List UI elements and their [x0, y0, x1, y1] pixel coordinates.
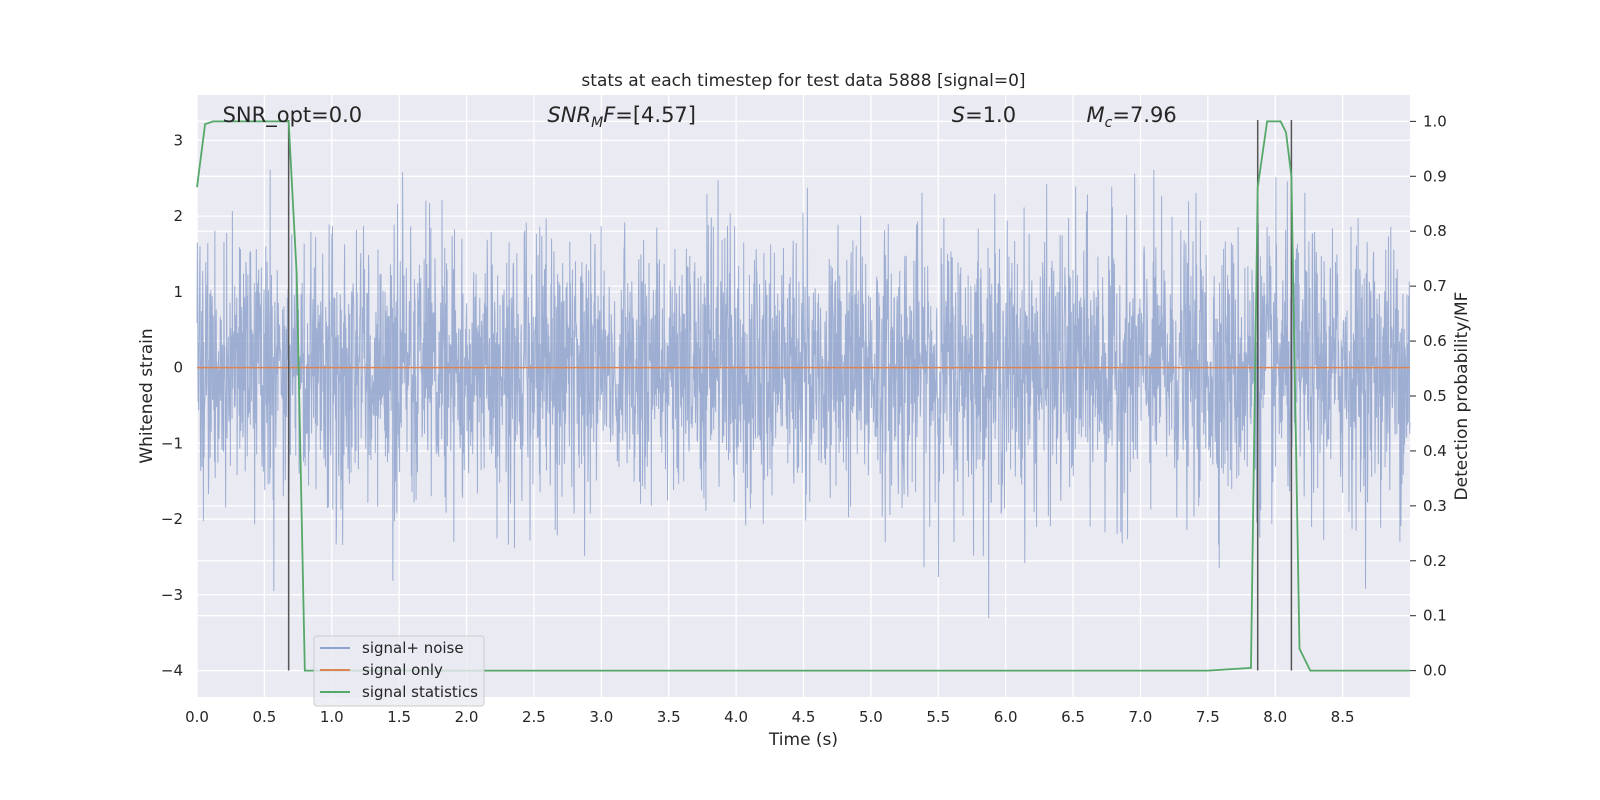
y-axis-right-ticks: 1.0 0.9 0.8 0.7 0.6 0.5 0.4 0.3 0.2 0.1 0.0	[1410, 112, 1447, 680]
x-tick-label: 7.0	[1129, 708, 1153, 726]
x-tick-label: 1.5	[387, 708, 411, 726]
y-right-tick-label: 0.0	[1423, 662, 1447, 680]
annotation-mc: Mc=7.96	[1087, 103, 1177, 131]
x-tick-label: 6.5	[1061, 708, 1085, 726]
legend-label: signal statistics	[362, 683, 478, 701]
y-axis-right-label: Detection probability/MF	[1452, 292, 1472, 501]
y-right-tick-label: 0.4	[1423, 442, 1447, 460]
chart-title: stats at each timestep for test data 588…	[581, 71, 1025, 91]
y-axis-ticks: 3 2 1 0 −1 −2 −3 −4	[161, 131, 183, 679]
x-tick-label: 0.5	[252, 708, 276, 726]
y-axis-label: Whitened strain	[137, 328, 157, 463]
annotations: SNR_opt=0.0 SNRMF=[4.57] S=1.0 Mc=7.96	[223, 103, 1177, 131]
x-axis-label: Time (s)	[768, 730, 838, 750]
y-right-tick-label: 0.9	[1423, 167, 1447, 185]
x-tick-label: 4.0	[724, 708, 748, 726]
x-tick-label: 6.0	[994, 708, 1018, 726]
y-right-tick-label: 0.7	[1423, 277, 1447, 295]
x-tick-label: 5.0	[859, 708, 883, 726]
annotation-s: S=1.0	[952, 103, 1016, 127]
x-tick-label: 0.0	[185, 708, 209, 726]
y-right-tick-label: 0.8	[1423, 222, 1447, 240]
x-tick-label: 2.5	[522, 708, 546, 726]
legend: signal+ noise signal only signal statistic…	[313, 635, 485, 707]
y-right-tick-label: 0.1	[1423, 607, 1447, 625]
x-tick-label: 7.5	[1196, 708, 1220, 726]
y-right-tick-label: 1.0	[1423, 112, 1447, 130]
y-tick-label: 1	[173, 283, 183, 301]
x-tick-label: 8.5	[1331, 708, 1355, 726]
y-tick-label: −4	[161, 661, 183, 679]
y-tick-label: −1	[161, 434, 183, 452]
legend-label: signal only	[362, 661, 443, 679]
y-tick-label: 0	[173, 359, 183, 377]
legend-box	[313, 635, 485, 707]
x-axis-ticks: 0.0 0.5 1.0 1.5 2.0 2.5 3.0 3.5 4.0 4.5 5.0 5.5 6.0 6…	[185, 708, 1354, 726]
legend-label: signal+ noise	[362, 639, 464, 657]
x-tick-label: 3.0	[589, 708, 613, 726]
annotation-snr-opt: SNR_opt=0.0	[223, 103, 363, 128]
x-tick-label: 3.5	[657, 708, 681, 726]
signal-statistics-line	[196, 120, 1410, 672]
x-tick-label: 1.0	[320, 708, 344, 726]
signal-plus-noise-series	[196, 169, 1411, 619]
signal-statistics-series	[196, 120, 1410, 672]
x-tick-label: 4.5	[792, 708, 816, 726]
y-tick-label: −3	[161, 586, 183, 604]
x-tick-label: 2.0	[455, 708, 479, 726]
y-tick-label: −2	[161, 510, 183, 528]
y-right-tick-label: 0.6	[1423, 332, 1447, 350]
y-right-tick-label: 0.5	[1423, 387, 1447, 405]
y-tick-label: 2	[173, 207, 183, 225]
x-tick-label: 5.5	[926, 708, 950, 726]
annotation-snr-mf: SNRMF=[4.57]	[547, 103, 696, 131]
x-tick-label: 8.0	[1263, 708, 1287, 726]
y-right-tick-label: 0.2	[1423, 552, 1447, 570]
y-tick-label: 3	[173, 131, 183, 149]
y-right-tick-label: 0.3	[1423, 497, 1447, 515]
signal-plus-noise-line	[196, 169, 1411, 619]
